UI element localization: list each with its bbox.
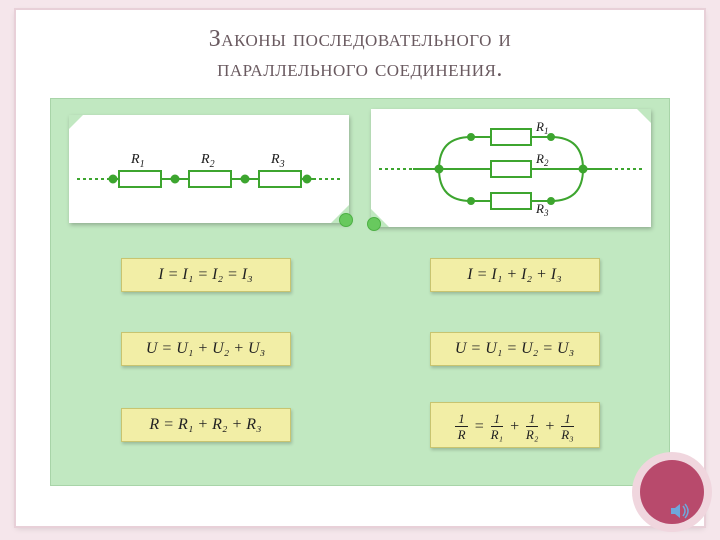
equals: = [474, 417, 485, 436]
formula-parallel-resistance: 1R = 1R₁ + 1R₂ + 1R₃ [430, 402, 600, 448]
svg-text:R2: R2 [535, 151, 549, 168]
formula-parallel-current: I = I₁ + I₂ + I₃ [430, 258, 600, 291]
frac-num: 1 [491, 412, 504, 427]
slide-frame: Законы последовательного и параллельного… [16, 10, 704, 526]
content-panel: R1 R2 R3 [50, 98, 670, 486]
svg-text:R1: R1 [130, 152, 145, 170]
frac-den: R₂ [526, 427, 538, 441]
frac-num: 1 [526, 412, 539, 427]
formula-row-voltage: U = U₁ + U₂ + U₃ U = U₁ = U₂ = U₃ [51, 327, 669, 371]
title-line-2: параллельного соединения. [36, 54, 684, 84]
frac-num: 1 [455, 412, 468, 427]
series-circuit-card: R1 R2 R3 [69, 115, 349, 223]
formula-parallel-voltage: U = U₁ = U₂ = U₃ [430, 332, 600, 365]
frac-num: 1 [561, 412, 574, 427]
card-fold [637, 109, 651, 123]
svg-text:R2: R2 [200, 152, 215, 170]
frac-den: R₃ [561, 427, 573, 441]
plus: + [509, 417, 520, 436]
svg-text:R3: R3 [270, 152, 285, 170]
sound-icon [670, 502, 692, 520]
formula-series-voltage: U = U₁ + U₂ + U₃ [121, 332, 291, 365]
slide-title: Законы последовательного и параллельного… [16, 10, 704, 92]
svg-text:R1: R1 [535, 119, 548, 136]
parallel-circuit-svg: R1 R2 R3 [371, 109, 651, 227]
series-circuit-svg: R1 R2 R3 [69, 115, 349, 223]
frac-den: R [458, 427, 466, 441]
svg-text:R3: R3 [535, 201, 549, 218]
formula-row-resistance: R = R₁ + R₂ + R₃ 1R = 1R₁ + 1R₂ + 1R₃ [51, 403, 669, 447]
formula-row-current: I = I₁ = I₂ = I₃ I = I₁ + I₂ + I₃ [51, 253, 669, 297]
card-dot [367, 217, 381, 231]
formula-series-resistance: R = R₁ + R₂ + R₃ [121, 408, 291, 441]
title-line-1: Законы последовательного и [36, 24, 684, 54]
card-dot [339, 213, 353, 227]
formula-series-current: I = I₁ = I₂ = I₃ [121, 258, 291, 291]
card-fold [69, 115, 83, 129]
parallel-circuit-card: R1 R2 R3 [371, 109, 651, 227]
plus: + [544, 417, 555, 436]
frac-den: R₁ [491, 427, 503, 441]
